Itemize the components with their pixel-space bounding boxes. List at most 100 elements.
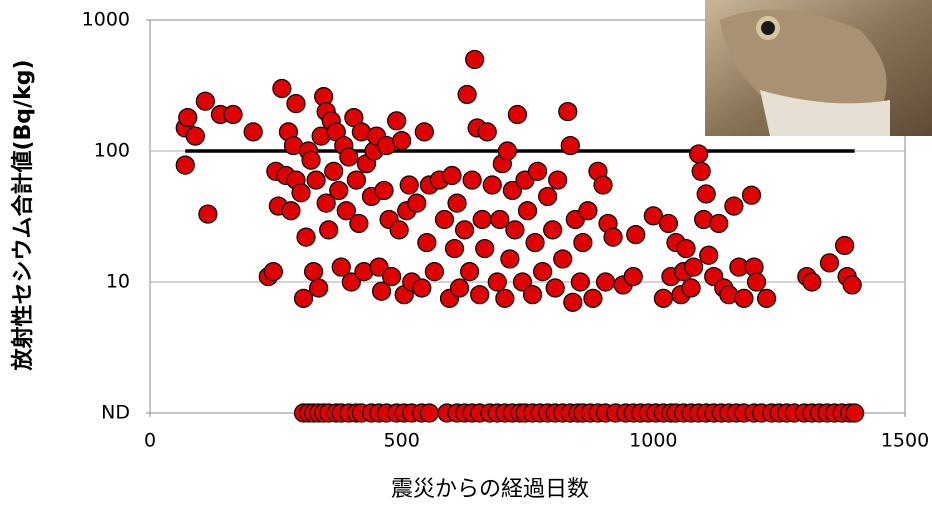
x-axis-title: 震災からの経過日数 <box>391 477 589 502</box>
data-point <box>691 161 711 181</box>
data-point <box>593 175 613 195</box>
data-point <box>643 206 663 226</box>
data-point <box>389 220 409 240</box>
data-point <box>472 209 492 230</box>
data-point <box>263 262 283 282</box>
data-point <box>709 213 729 234</box>
y-tick-label: 1000 <box>82 9 130 31</box>
data-point <box>382 266 402 287</box>
data-point <box>434 209 455 230</box>
data-point <box>683 257 704 277</box>
data-point <box>756 288 777 308</box>
data-point <box>291 183 311 203</box>
data-point <box>465 49 485 70</box>
x-tick-label: 0 <box>144 430 156 452</box>
data-point <box>482 175 502 195</box>
data-point <box>399 175 419 195</box>
data-point <box>543 220 563 240</box>
data-point <box>583 288 603 308</box>
data-point <box>658 213 679 234</box>
data-point <box>560 135 580 156</box>
y-tick-label: ND <box>101 402 130 424</box>
data-point <box>329 180 349 201</box>
data-point <box>538 186 558 207</box>
data-point <box>319 220 339 240</box>
y-tick-label: 10 <box>106 271 130 293</box>
data-point <box>724 196 744 216</box>
data-point <box>623 266 643 287</box>
data-point <box>195 91 215 111</box>
data-point <box>653 288 674 308</box>
data-point <box>475 238 495 259</box>
data-point <box>522 285 543 305</box>
data-point <box>495 288 515 308</box>
data-point <box>447 193 467 213</box>
data-point <box>548 170 568 190</box>
data-point <box>741 185 762 205</box>
data-point <box>746 272 767 292</box>
x-tick-label: 1000 <box>629 430 677 452</box>
data-point <box>834 235 855 256</box>
data-point <box>306 170 326 190</box>
data-point <box>324 161 344 181</box>
data-point <box>178 107 198 128</box>
data-point <box>449 278 470 298</box>
data-point <box>505 220 525 240</box>
data-point <box>392 131 412 151</box>
data-point <box>681 278 701 298</box>
data-point <box>198 204 218 224</box>
data-point <box>301 150 321 170</box>
data-point <box>346 170 366 190</box>
data-point <box>502 180 523 201</box>
data-point <box>525 232 545 253</box>
data-point <box>444 238 465 259</box>
data-point <box>532 262 553 282</box>
nd-point <box>845 403 865 423</box>
data-point <box>570 272 590 292</box>
y-axis-title: 放射性セシウム合計値(Bq/kg) <box>10 59 36 371</box>
data-point <box>272 78 292 99</box>
data-point <box>223 104 243 125</box>
nd-point <box>419 403 439 423</box>
data-point <box>349 213 369 234</box>
data-point <box>545 278 565 298</box>
data-point <box>676 238 696 259</box>
data-point <box>626 225 646 245</box>
x-tick-label: 500 <box>384 430 420 452</box>
data-point <box>303 262 324 282</box>
data-point <box>336 201 356 221</box>
data-point <box>293 288 314 308</box>
fish-photo <box>705 0 932 136</box>
data-point <box>281 201 301 221</box>
data-point <box>603 227 623 247</box>
data-point <box>689 144 709 164</box>
data-point <box>558 101 578 122</box>
data-point <box>487 272 507 292</box>
data-point <box>442 165 462 186</box>
data-point <box>417 232 437 253</box>
data-point <box>512 272 533 292</box>
data-point <box>497 141 517 161</box>
data-point <box>734 288 754 308</box>
data-point <box>412 278 432 298</box>
data-point <box>371 281 392 301</box>
data-point <box>457 84 477 105</box>
data-point <box>802 272 822 292</box>
data-point <box>500 249 520 269</box>
data-point <box>462 170 482 190</box>
y-tick-label: 100 <box>94 140 130 162</box>
data-point <box>573 232 593 253</box>
data-point <box>819 253 840 273</box>
data-point <box>387 111 407 131</box>
data-point <box>578 201 598 221</box>
data-point <box>842 275 862 295</box>
data-point <box>331 257 351 277</box>
data-point <box>595 272 616 292</box>
data-point <box>553 249 573 269</box>
data-point <box>243 122 263 142</box>
data-point <box>517 201 538 221</box>
data-point <box>454 220 475 240</box>
data-point <box>309 278 329 298</box>
data-point <box>699 245 719 265</box>
